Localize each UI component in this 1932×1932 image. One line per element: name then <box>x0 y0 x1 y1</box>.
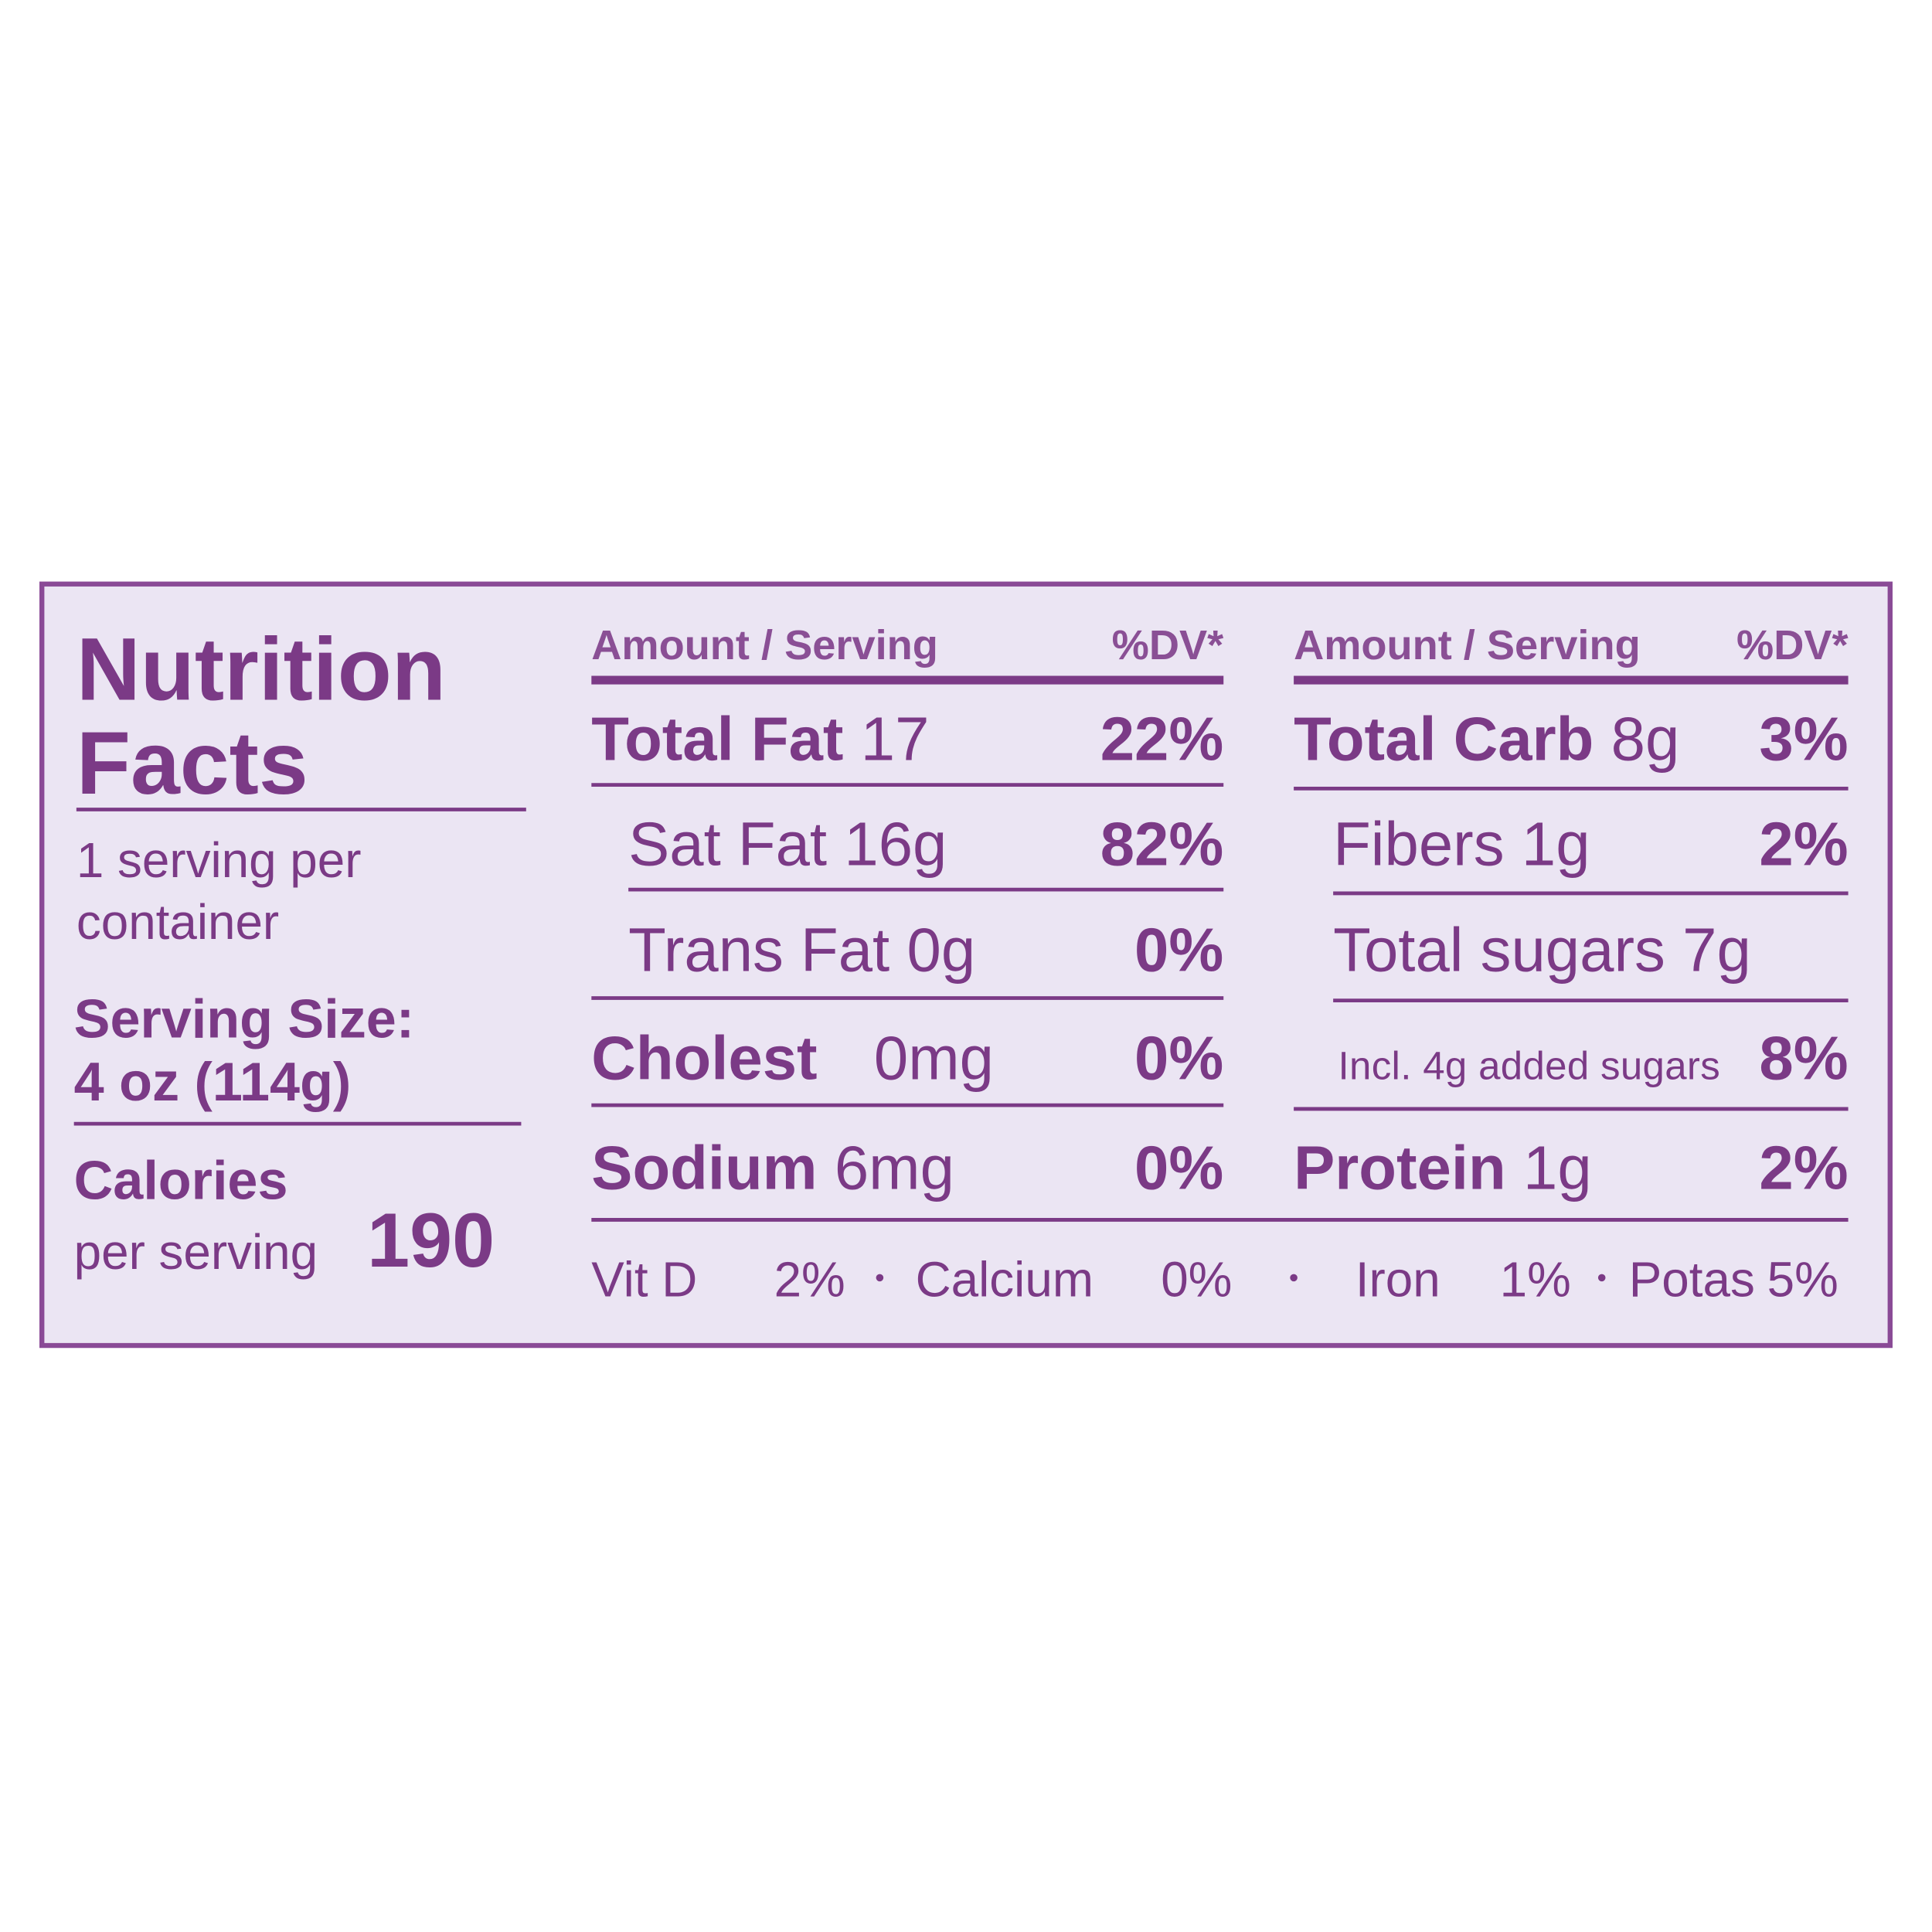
nutrient-name: Sodium <box>591 1134 817 1202</box>
nutrient-dv: 8% <box>1759 1024 1848 1093</box>
nutrient-name: Total sugars <box>1333 915 1665 984</box>
nutrient-amount: 0mg <box>874 1024 994 1093</box>
nutrient-row: Trans Fat 0g <box>628 915 975 984</box>
column-header: %DV* <box>1736 622 1849 668</box>
separator-dot <box>1597 1274 1606 1282</box>
serving-size-value: 4 oz (114g) <box>74 1051 352 1112</box>
column-header: Amount / Serving <box>591 622 938 668</box>
nutrient-row: Protein 1g <box>1294 1134 1592 1202</box>
separator-dot <box>876 1274 884 1282</box>
nutrient-amount: 8g <box>1611 705 1680 774</box>
nutrient-row: Cholest 0mg <box>591 1024 994 1093</box>
nutrient-name: Sat Fat <box>628 809 827 878</box>
vitamin-name: Potas <box>1629 1251 1755 1307</box>
nutrient-name: Trans Fat <box>628 915 889 984</box>
nutrient-dv: 0% <box>1134 1024 1223 1093</box>
nutrient-amount: 16g <box>844 809 947 878</box>
nutrient-row: Sat Fat 16g <box>628 809 947 878</box>
nutrient-row: Total sugars 7g <box>1333 915 1751 984</box>
nutrient-amount: 17 <box>861 705 930 774</box>
nutrient-name: Cholest <box>591 1024 817 1093</box>
vitamin-name: Calcium <box>916 1251 1094 1307</box>
nutrient-dv: 2% <box>1759 809 1848 878</box>
nutrient-dv: 0% <box>1134 915 1223 984</box>
nutrient-name: Incl. 4g added sugars <box>1338 1044 1720 1088</box>
calories-sublabel: per serving <box>74 1224 318 1280</box>
vitamin-dv: 2% <box>774 1251 845 1307</box>
calories-label: Calories <box>74 1149 288 1210</box>
nutrient-dv: 0% <box>1134 1134 1223 1202</box>
servings-text: container <box>77 894 279 950</box>
nutrient-dv: 2% <box>1759 1134 1848 1202</box>
separator-dot <box>1290 1274 1298 1282</box>
serving-size-label: Serving Size: <box>74 988 414 1049</box>
nutrient-dv: 22% <box>1100 705 1224 774</box>
nutrient-amount: 1g <box>1522 809 1590 878</box>
nutrient-row: Sodium 6mg <box>591 1134 954 1202</box>
nutrient-row: Total Fat 17 <box>591 705 929 774</box>
separators <box>876 1274 1606 1282</box>
vitamin-name: Vit D <box>591 1251 697 1307</box>
vitamin-dv: 1% <box>1500 1251 1571 1307</box>
nutrient-name: Total Carb <box>1294 705 1594 774</box>
nutrient-amount: 1g <box>1523 1134 1592 1202</box>
title: Nutrition <box>77 621 446 719</box>
nutrient-name: Protein <box>1294 1134 1506 1202</box>
title: Facts <box>77 714 308 813</box>
nutrient-name: Fibers <box>1333 809 1504 878</box>
vitamin-dv: 5% <box>1767 1251 1838 1307</box>
nutrient-name: Total Fat <box>591 705 843 774</box>
nutrient-dv: 82% <box>1100 809 1224 878</box>
column-header: %DV* <box>1112 622 1224 668</box>
nutrient-amount: 6mg <box>835 1134 954 1202</box>
calories-value: 190 <box>367 1198 495 1283</box>
nutrient-row: Incl. 4g added sugars <box>1338 1044 1720 1088</box>
vitamin-dv: 0% <box>1161 1251 1232 1307</box>
nutrient-dv: 3% <box>1759 705 1848 774</box>
nutrient-row: Fibers 1g <box>1333 809 1590 878</box>
column-header: Amount / Serving <box>1294 622 1641 668</box>
nutrient-amount: 7g <box>1682 915 1751 984</box>
servings-text: 1 serving per <box>77 832 362 888</box>
nutrient-amount: 0g <box>907 915 976 984</box>
vitamin-name: Iron <box>1355 1251 1440 1307</box>
nutrient-row: Total Carb 8g <box>1294 705 1679 774</box>
